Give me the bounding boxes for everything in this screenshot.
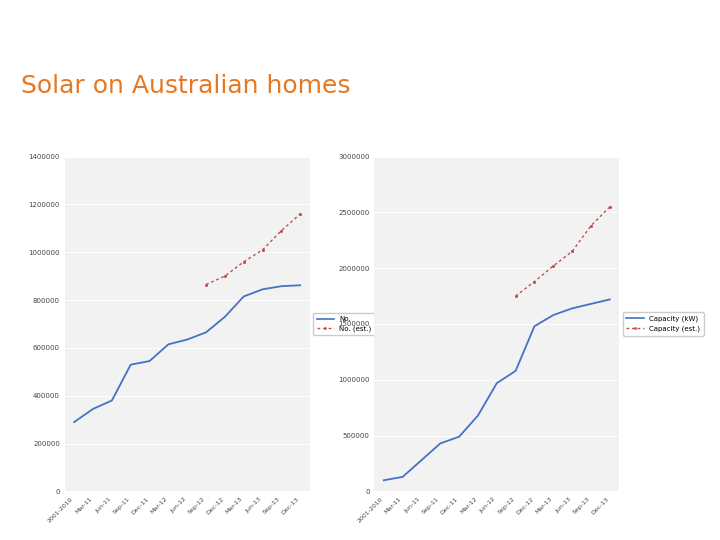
Legend: No., No. (est.): No., No. (est.) (313, 313, 375, 335)
Text: Solar on Australian homes: Solar on Australian homes (22, 74, 351, 98)
Legend: Capacity (kW), Capacity (est.): Capacity (kW), Capacity (est.) (623, 312, 703, 336)
